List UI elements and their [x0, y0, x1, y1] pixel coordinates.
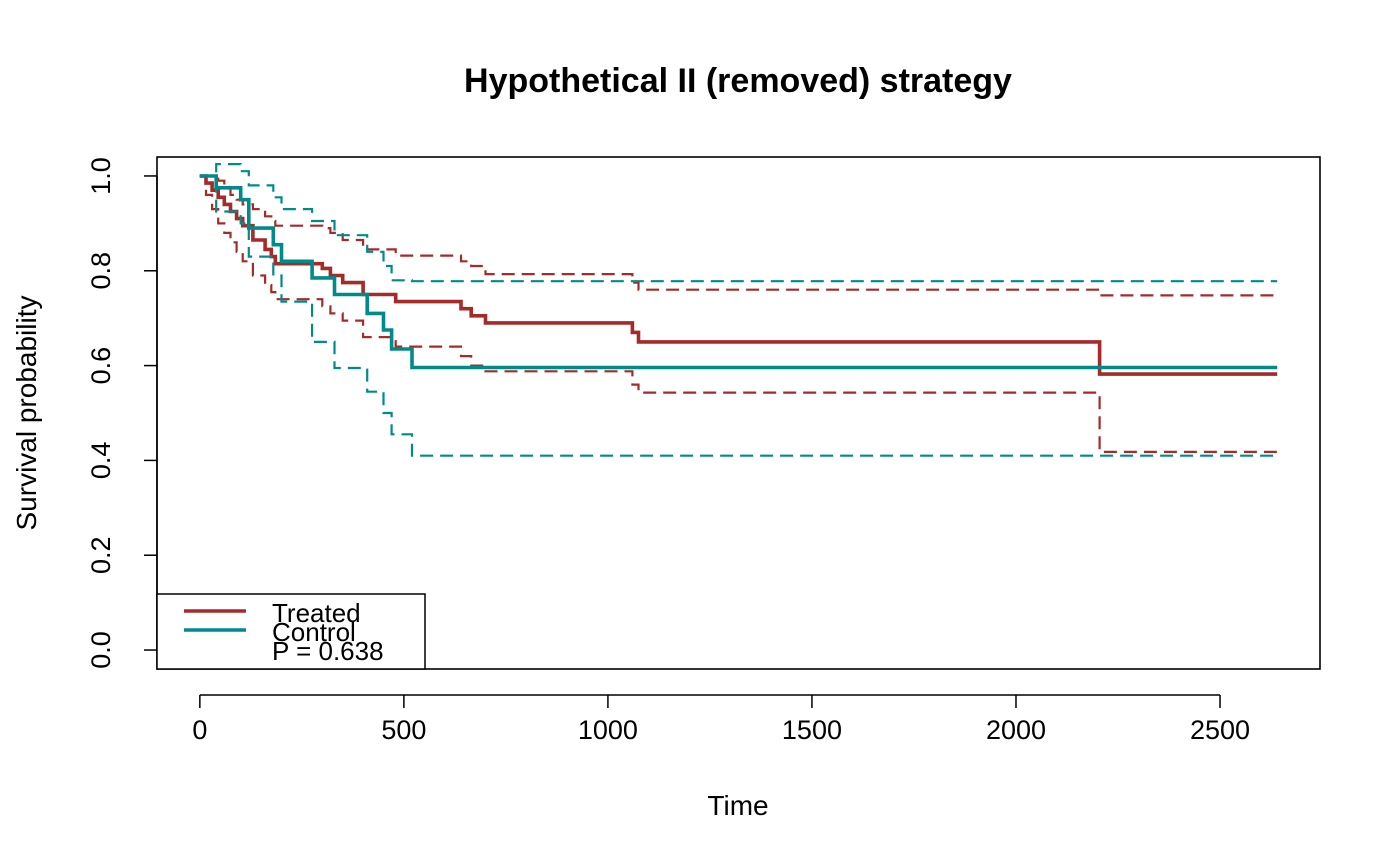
x-tick-label: 0 — [192, 715, 207, 745]
survival-line-treated — [199, 174, 1278, 376]
y-tick-label: 0.8 — [86, 252, 116, 290]
survival-line-control — [199, 174, 1278, 370]
y-tick-label: 0.4 — [86, 442, 116, 480]
x-tick-label: 1500 — [782, 715, 842, 745]
y-tick-label: 0.6 — [86, 347, 116, 385]
y-axis-label: Survival probability — [11, 296, 42, 531]
ci-lower-line-control — [199, 174, 1278, 457]
legend-label-control: Control — [272, 617, 356, 647]
x-tick-label: 2000 — [986, 715, 1046, 745]
x-tick-label: 2500 — [1190, 715, 1250, 745]
legend-label-treated: Treated — [272, 598, 361, 628]
y-tick-label: 0.2 — [86, 536, 116, 574]
x-tick-label: 500 — [381, 715, 426, 745]
x-tick-label: 1000 — [578, 715, 638, 745]
y-axis: 0.0 0.2 0.4 0.6 0.8 1.0 — [86, 157, 158, 669]
ci-lower-line-treated — [199, 174, 1278, 453]
ci-upper-line-treated — [199, 174, 1278, 297]
p-value-annotation: P = 0.638 — [272, 636, 384, 666]
y-tick-label: 0.0 — [86, 631, 116, 669]
ci-upper-line-control — [199, 163, 1278, 283]
x-axis-label: Time — [707, 790, 768, 821]
x-axis: 0 500 1000 1500 2000 2500 — [192, 694, 1250, 745]
y-tick-label: 1.0 — [86, 157, 116, 195]
series-group — [199, 163, 1278, 457]
legend: Treated Control P = 0.638 — [156, 593, 426, 670]
chart-title: Hypothetical II (removed) strategy — [464, 62, 1012, 100]
